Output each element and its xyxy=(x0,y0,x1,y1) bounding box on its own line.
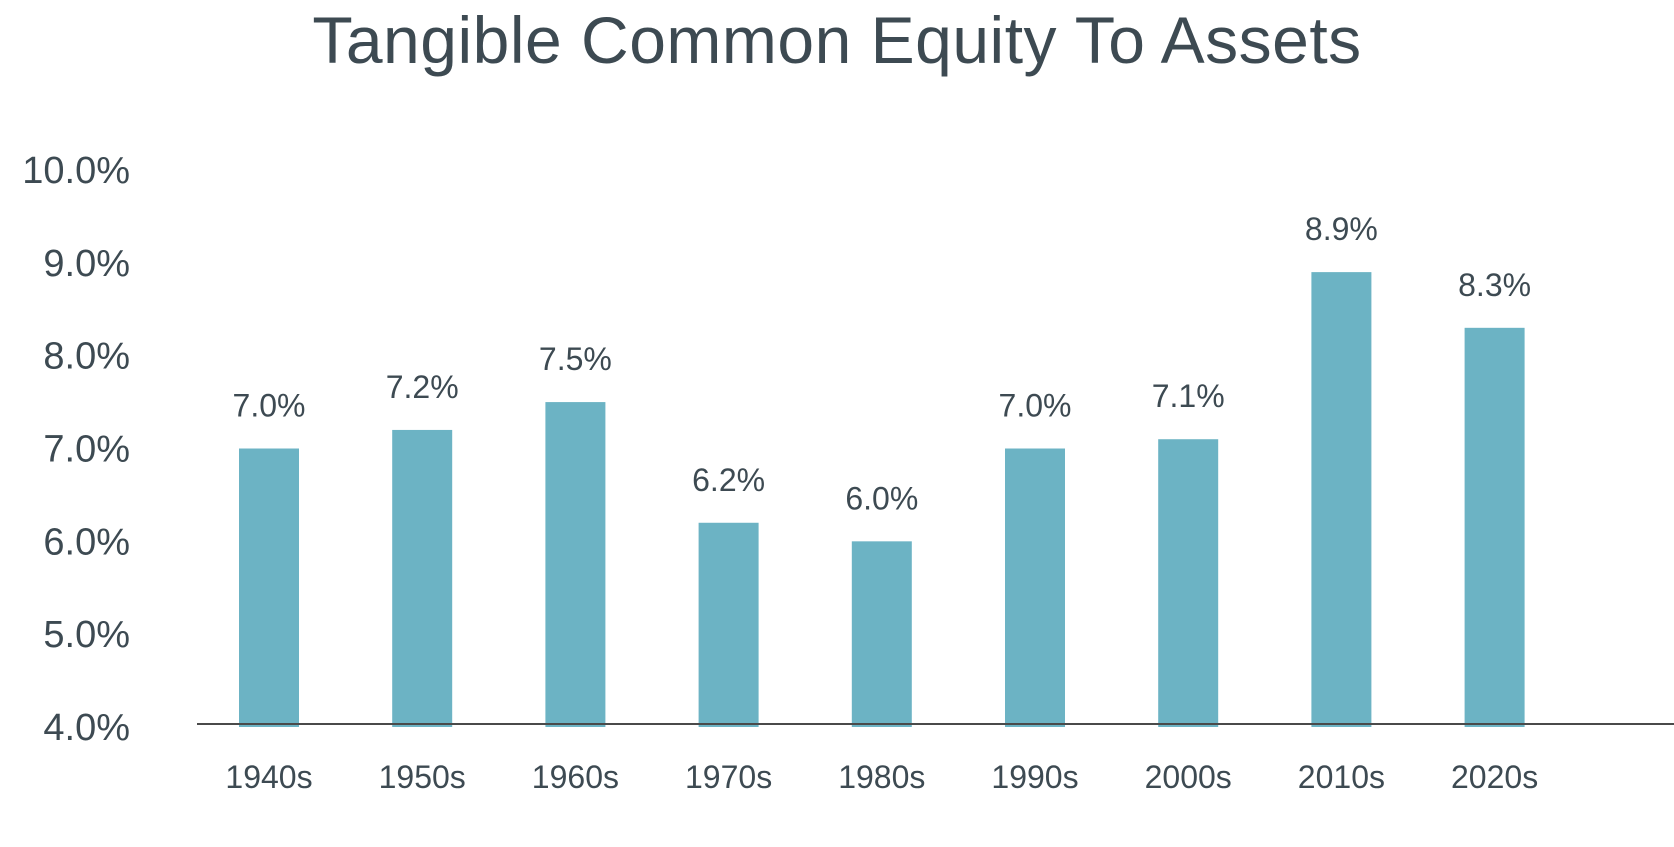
data-label: 8.9% xyxy=(1305,211,1378,247)
bar xyxy=(545,402,606,727)
x-axis-category-labels: 1940s 1950s 1960s 1970s 1980s 1990s 2000s 2010s… xyxy=(225,759,1538,795)
y-tick-label: 7.0% xyxy=(43,429,130,471)
chart-title: Tangible Common Equity To Assets xyxy=(312,3,1362,77)
bar xyxy=(698,522,759,727)
bar xyxy=(1464,327,1525,727)
x-tick-label: 1940s xyxy=(225,759,312,795)
bar xyxy=(1311,272,1372,727)
x-tick-label: 1950s xyxy=(379,759,466,795)
y-tick-label: 4.0% xyxy=(43,707,130,749)
data-label: 7.0% xyxy=(233,388,306,424)
bar xyxy=(1158,439,1219,727)
data-label: 8.3% xyxy=(1458,267,1531,303)
y-axis-tick-labels: 4.0% 5.0% 6.0% 7.0% 8.0% 9.0% 10.0% xyxy=(22,150,130,749)
bar xyxy=(239,448,299,727)
x-tick-label: 1960s xyxy=(532,759,619,795)
bar xyxy=(851,541,912,727)
data-label: 7.1% xyxy=(1152,378,1225,414)
x-tick-label: 1970s xyxy=(685,759,772,795)
data-label: 6.2% xyxy=(692,462,765,498)
y-tick-label: 6.0% xyxy=(43,521,130,563)
x-tick-label: 2020s xyxy=(1451,759,1538,795)
bar xyxy=(1005,448,1065,727)
x-tick-label: 2000s xyxy=(1145,759,1232,795)
bars xyxy=(239,272,1525,727)
data-label: 7.5% xyxy=(539,341,612,377)
y-tick-label: 8.0% xyxy=(43,336,130,378)
data-label: 6.0% xyxy=(845,480,918,516)
data-labels: 7.0% 7.2% 7.5% 6.2% 6.0% 7.0% 7.1% 8.9% 8.3% xyxy=(233,211,1532,516)
data-label: 7.2% xyxy=(386,369,459,405)
y-tick-label: 5.0% xyxy=(43,614,130,656)
y-tick-label: 10.0% xyxy=(22,150,130,192)
bar xyxy=(392,429,453,727)
x-tick-label: 1980s xyxy=(838,759,925,795)
data-label: 7.0% xyxy=(999,388,1072,424)
y-tick-label: 9.0% xyxy=(43,243,130,285)
x-tick-label: 2010s xyxy=(1298,759,1385,795)
x-tick-label: 1990s xyxy=(991,759,1078,795)
